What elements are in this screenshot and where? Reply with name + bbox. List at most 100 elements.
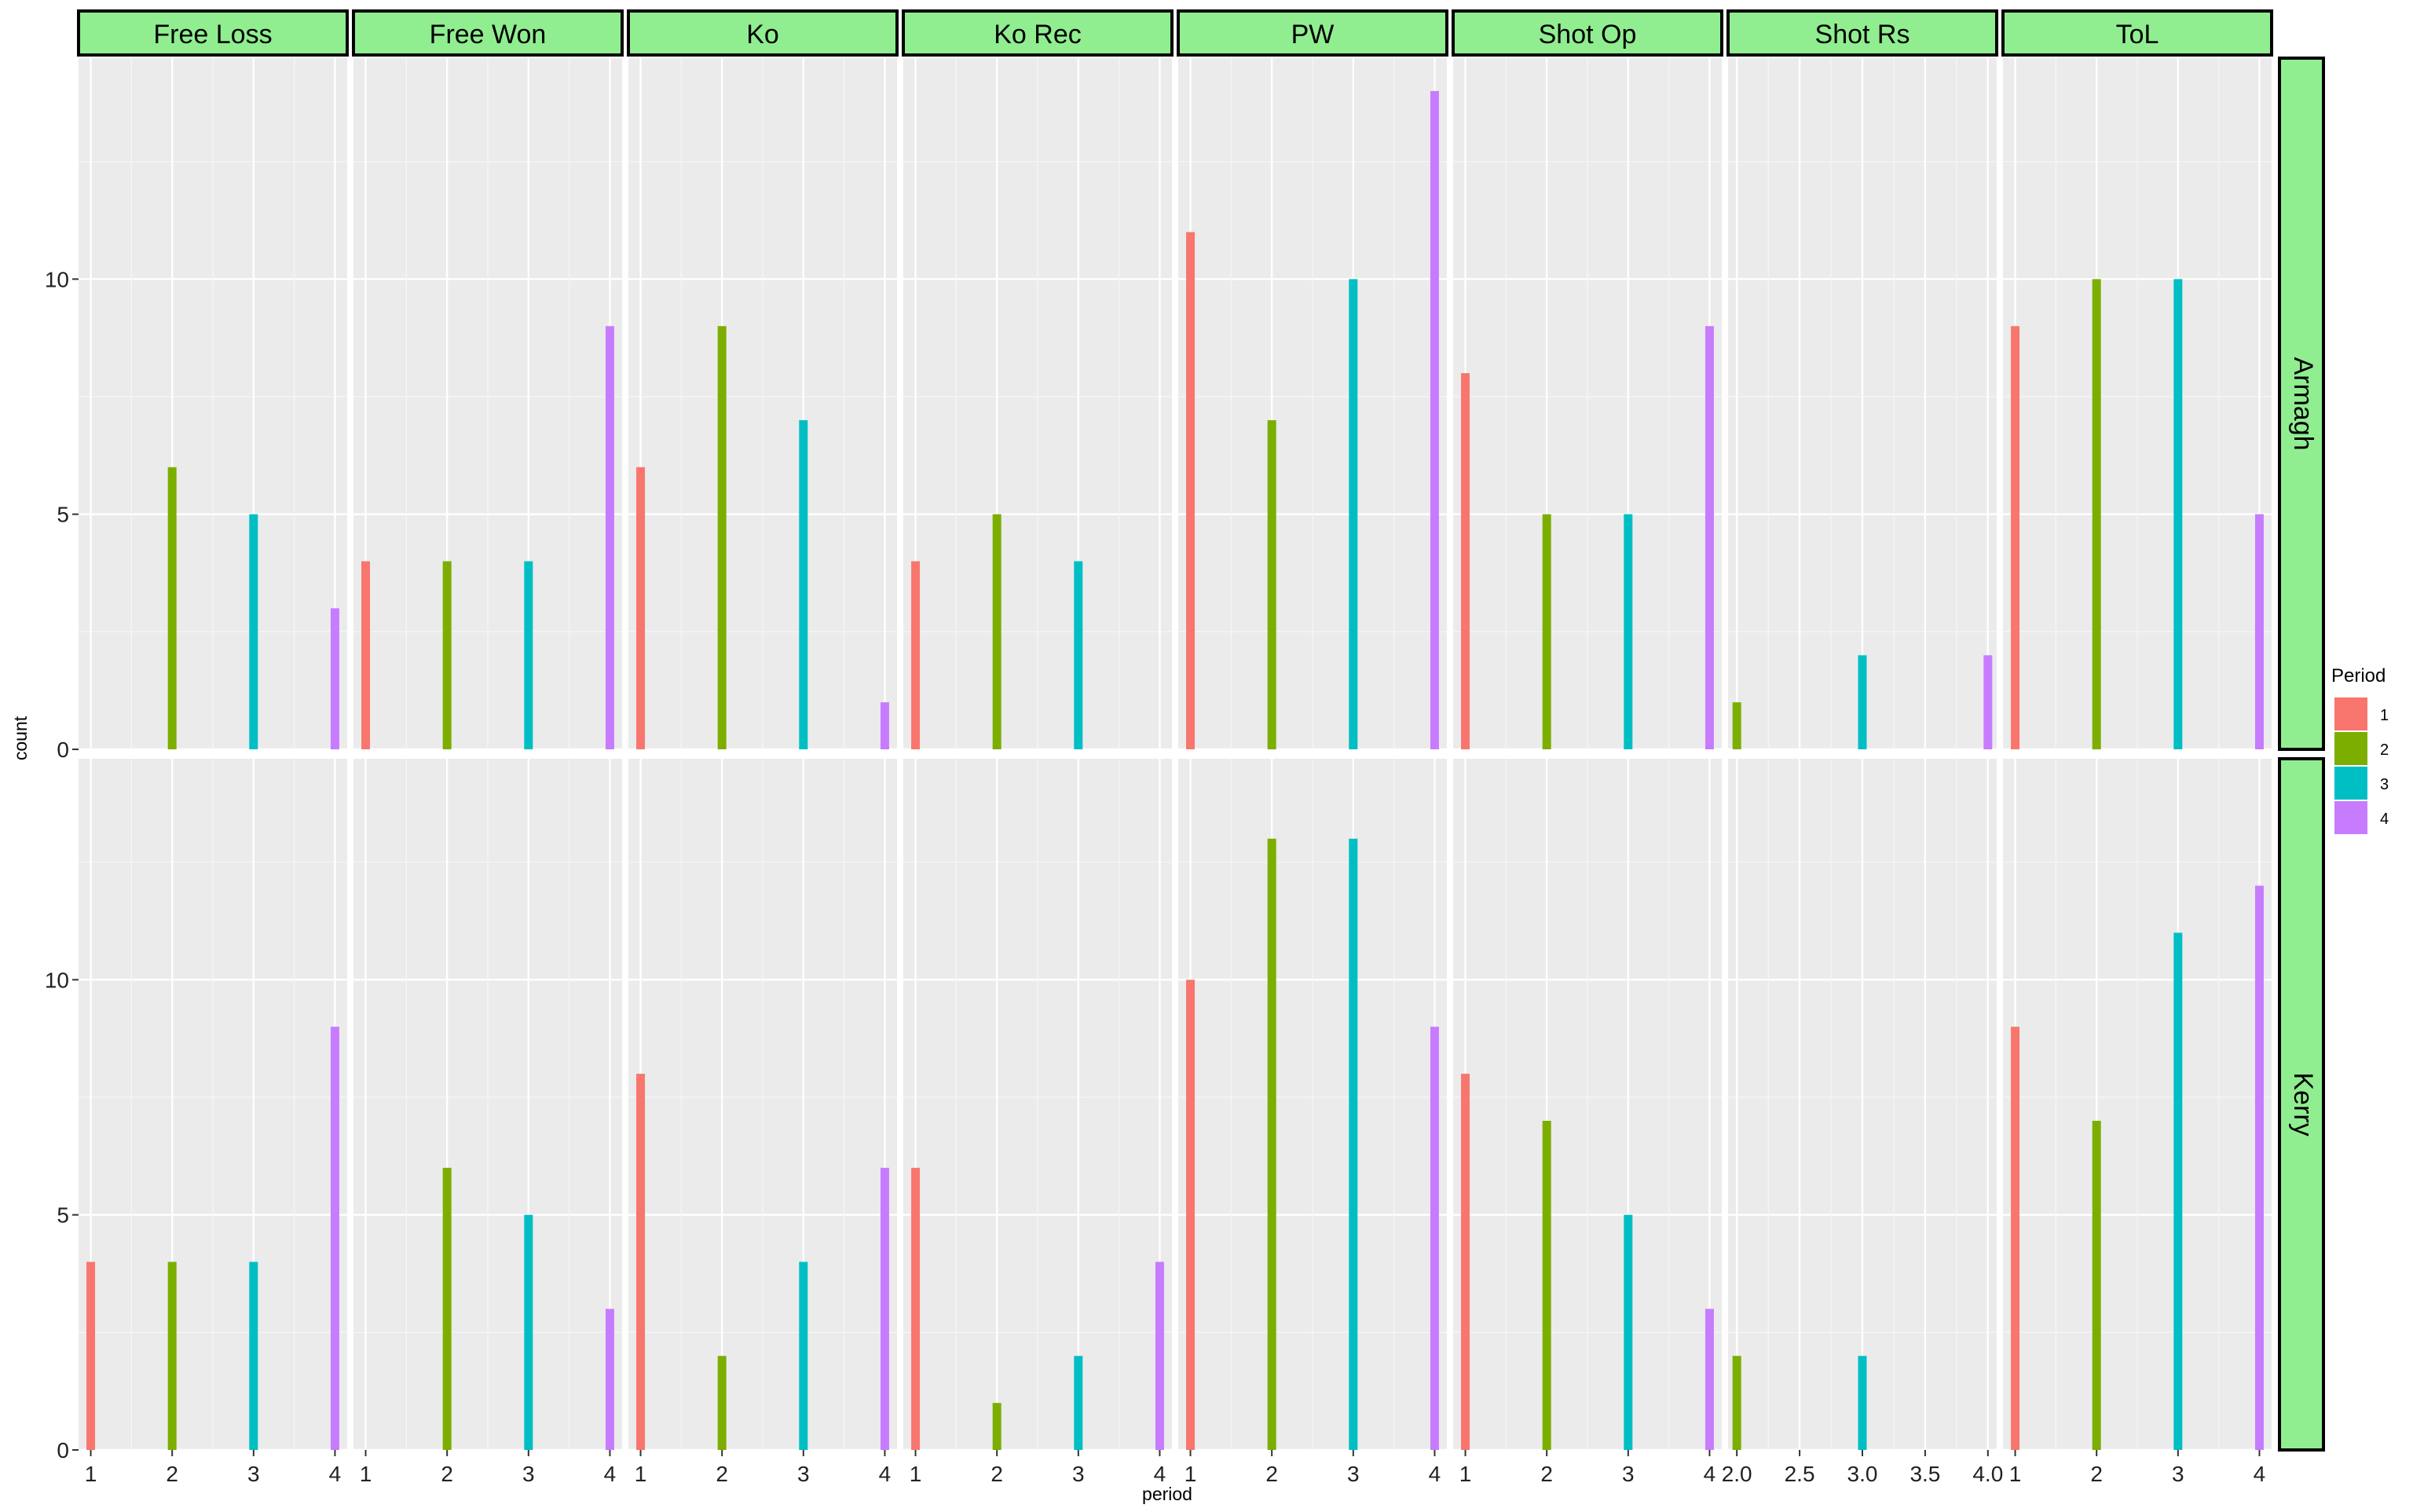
y-tick-label: 5 (57, 1203, 69, 1228)
bar-armagh-tol-period-4 (2254, 514, 2264, 749)
bar-kerry-ko-period-1 (636, 1074, 646, 1450)
strip-free-won: Free Won (352, 9, 624, 57)
strip-label: Kerry (2288, 1072, 2318, 1136)
y-tick-label: 10 (45, 968, 69, 992)
bar-armagh-shot-op-period-4 (1704, 326, 1714, 749)
strip-ko: Ko (627, 9, 899, 57)
x-tick-label: 2 (990, 1462, 1003, 1486)
bar-kerry-shot-op-period-3 (1624, 1214, 1633, 1450)
y-tick-label: 10 (45, 267, 69, 291)
legend-label: 1 (2380, 707, 2389, 724)
bar-kerry-pw-period-3 (1349, 838, 1358, 1450)
strip-box (902, 9, 1174, 57)
panel-kerry-pw (1178, 759, 1447, 1452)
strip-shot-op: Shot Op (1452, 9, 1723, 57)
bar-kerry-tol-period-1 (2011, 1027, 2020, 1450)
bar-kerry-shot-rs-period-3 (1858, 1356, 1867, 1450)
bar-armagh-shot-rs-period-2 (1732, 702, 1741, 749)
legend-label: 2 (2380, 741, 2389, 759)
bar-armagh-ko-rec-period-3 (1074, 561, 1083, 749)
bar-kerry-shot-op-period-2 (1542, 1120, 1551, 1450)
x-tick-label: 1 (635, 1462, 647, 1486)
x-tick-label: 2 (2090, 1462, 2103, 1486)
strip-label: Free Loss (153, 20, 272, 49)
bar-armagh-ko-period-4 (880, 702, 889, 749)
legend-swatch (2334, 732, 2367, 765)
bar-kerry-free-won-period-4 (605, 1309, 614, 1450)
panel-armagh-ko-rec (903, 58, 1172, 751)
bar-kerry-tol-period-4 (2254, 885, 2264, 1450)
bar-kerry-tol-period-2 (2092, 1120, 2101, 1450)
strips-layer: Free Loss Free Won Ko Ko Rec PW Shot Op Shot R… (77, 9, 2325, 1452)
x-tick-label: 3 (247, 1462, 260, 1486)
y-tick-label: 5 (57, 503, 69, 527)
bar-kerry-shot-op-period-4 (1704, 1309, 1714, 1450)
strip-box (77, 9, 349, 57)
x-tick-label: 4 (604, 1462, 617, 1486)
x-tick-label: 3 (1347, 1462, 1360, 1486)
bar-armagh-shot-op-period-3 (1624, 514, 1633, 749)
legend-label: 3 (2380, 776, 2389, 793)
axes-layer: 1 2 3 4 1 2 3 4 1 2 3 4 1 2 3 4 1 2 3 4 1 2 3 4 2.0 2.5 3.0 3.5 4.0 1… (45, 267, 2265, 1486)
panel-kerry-tol (2003, 759, 2272, 1452)
bar-armagh-free-won-period-1 (361, 561, 371, 749)
legend-swatch (2334, 801, 2367, 834)
x-tick-label: 3 (1622, 1462, 1635, 1486)
panel-kerry-ko-rec (903, 759, 1172, 1452)
strip-label: ToL (2116, 20, 2159, 49)
x-tick-label: 4.0 (1972, 1462, 2003, 1486)
strip-label: Shot Rs (1815, 20, 1910, 49)
strip-box (1177, 9, 1448, 57)
x-tick-label: 1 (2009, 1462, 2022, 1486)
bar-kerry-free-won-period-2 (442, 1167, 452, 1450)
bar-armagh-tol-period-3 (2173, 279, 2183, 749)
strip-kerry: Kerry (2278, 757, 2325, 1452)
panel-kerry-ko (628, 759, 897, 1452)
panel-armagh-tol (2003, 58, 2272, 751)
x-tick-label: 2 (166, 1462, 178, 1486)
bar-kerry-free-loss-period-1 (86, 1261, 96, 1450)
bar-armagh-free-won-period-2 (442, 561, 452, 749)
x-tick-label: 4 (1704, 1462, 1716, 1486)
strip-label: Shot Op (1539, 20, 1637, 49)
strip-box (1452, 9, 1723, 57)
x-tick-label: 1 (360, 1462, 372, 1486)
bar-armagh-ko-rec-period-2 (992, 514, 1001, 749)
strip-free-loss: Free Loss (77, 9, 349, 57)
bar-kerry-free-loss-period-2 (167, 1261, 177, 1450)
bar-kerry-shot-rs-period-2 (1732, 1356, 1741, 1450)
bar-kerry-ko-period-2 (717, 1356, 727, 1450)
x-tick-label: 2 (441, 1462, 453, 1486)
bar-armagh-free-won-period-4 (605, 326, 614, 749)
x-tick-label: 3 (797, 1462, 810, 1486)
bar-armagh-shot-op-period-1 (1461, 373, 1470, 749)
y-tick-label: 0 (57, 738, 69, 762)
strip-label: Ko (746, 20, 779, 49)
strip-box (2001, 9, 2273, 57)
x-tick-label: 3.0 (1847, 1462, 1878, 1486)
bar-armagh-shot-op-period-2 (1542, 514, 1551, 749)
x-tick-label: 2 (1540, 1462, 1553, 1486)
strip-box (352, 9, 624, 57)
strip-label: Free Won (430, 20, 547, 49)
x-tick-label: 4 (2254, 1462, 2266, 1486)
bar-kerry-ko-period-4 (880, 1167, 889, 1450)
x-tick-label: 1 (1459, 1462, 1472, 1486)
x-tick-label: 4 (879, 1462, 892, 1486)
bar-armagh-free-loss-period-2 (167, 467, 177, 749)
legend: Period 1 2 3 4 (2331, 665, 2389, 834)
strip-box (627, 9, 899, 57)
strip-label: Ko Rec (994, 20, 1082, 49)
strip-label: Armagh (2288, 357, 2318, 450)
x-tick-label: 4 (329, 1462, 342, 1486)
bar-kerry-ko-rec-period-3 (1074, 1356, 1083, 1450)
legend-item-period-4: 4 (2334, 801, 2389, 834)
strip-shot-rs: Shot Rs (1726, 9, 1998, 57)
bar-armagh-free-loss-period-4 (330, 608, 339, 749)
x-tick-label: 2 (1265, 1462, 1278, 1486)
bar-kerry-tol-period-3 (2173, 932, 2183, 1450)
panel-armagh-free-won (353, 58, 622, 751)
panel-armagh-pw (1178, 58, 1447, 751)
